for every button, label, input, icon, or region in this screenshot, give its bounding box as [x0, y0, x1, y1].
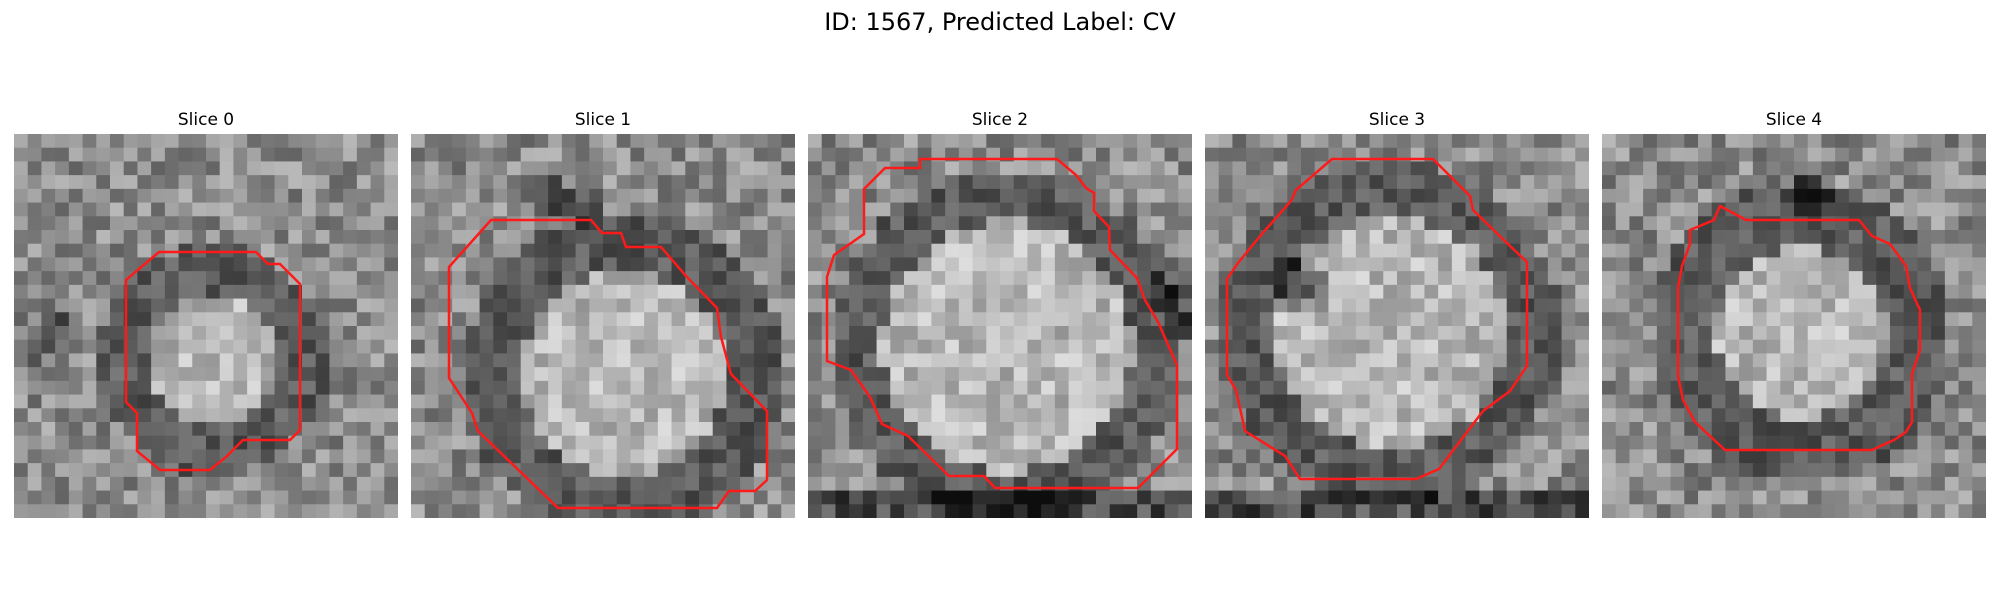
slice-title-2: Slice 2: [971, 110, 1029, 130]
slice-image-0: [14, 134, 398, 518]
slice-title-4: Slice 4: [1765, 110, 1823, 130]
contour-outline: [825, 157, 1179, 490]
slice-image-1: [411, 134, 795, 518]
slice-panel-0: Slice 0: [14, 108, 398, 518]
slice-title-3: Slice 3: [1368, 110, 1426, 130]
slice-title-1: Slice 1: [574, 110, 632, 130]
slice-image-4: [1602, 134, 1986, 518]
contour-outline: [447, 218, 769, 510]
slice-image-3: [1205, 134, 1589, 518]
slice-panel-1: Slice 1: [411, 108, 795, 518]
contour-outline: [124, 250, 302, 472]
slice-panel-3: Slice 3: [1205, 108, 1589, 518]
contour-outline: [1225, 157, 1529, 481]
grayscale-slice-pixels: [1602, 134, 1986, 518]
figure-title: ID: 1567, Predicted Label: CV: [824, 8, 1176, 36]
contour-outline: [1676, 204, 1922, 452]
grayscale-slice-pixels: [411, 134, 795, 518]
slice-panel-4: Slice 4: [1602, 108, 1986, 518]
slice-title-0: Slice 0: [177, 110, 235, 130]
slice-image-2: [808, 134, 1192, 518]
grayscale-slice-pixels: [1205, 134, 1589, 518]
grayscale-slice-pixels: [14, 134, 398, 518]
grayscale-slice-pixels: [808, 134, 1192, 518]
slice-panel-2: Slice 2: [808, 108, 1192, 518]
